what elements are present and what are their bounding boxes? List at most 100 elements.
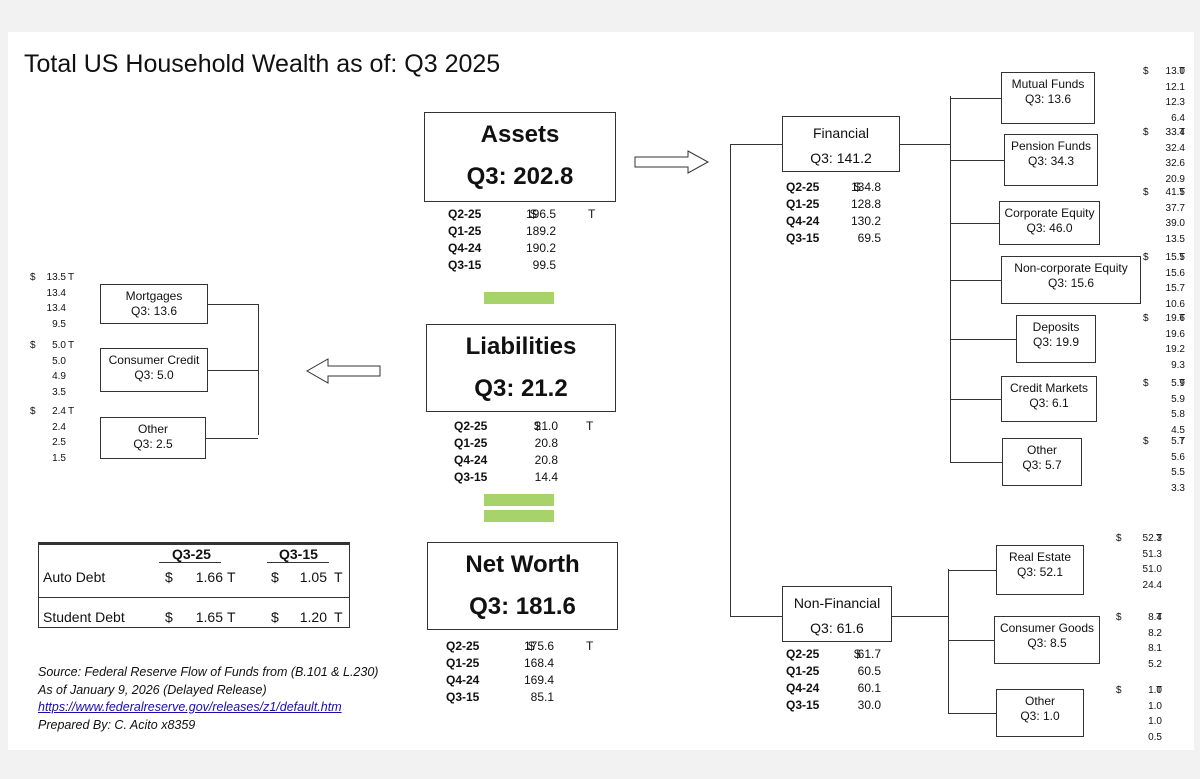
- unit-label: T: [1156, 533, 1163, 544]
- history-period: Q3-15: [448, 258, 482, 272]
- history-value: 189.2: [525, 224, 556, 238]
- sub-item-value: Q3: 13.6: [130, 304, 178, 318]
- history-value: 5.6: [1171, 451, 1185, 463]
- dollar-sign: $: [530, 207, 537, 221]
- sub-item-box: Other Q3: 2.5: [100, 417, 206, 459]
- history-period: Q2-25: [454, 419, 488, 433]
- debt-value-q3-15: 1.20: [299, 609, 327, 625]
- sub-item-label: Deposits: [1032, 320, 1080, 334]
- diagram-canvas: Total US Household Wealth as of: Q3 2025…: [8, 32, 1194, 750]
- sub-item-history: $ T 41.5 37.7 39.0 13.5: [1143, 185, 1189, 247]
- history-value: 6.4: [1171, 112, 1185, 124]
- history-value: 20.9: [1165, 173, 1185, 185]
- history-row: 0.5: [1116, 730, 1188, 746]
- history-value: 51.3: [1142, 548, 1162, 560]
- source-link[interactable]: https://www.federalreserve.gov/releases/…: [38, 700, 342, 714]
- left-arrow-icon: [306, 358, 381, 384]
- unit-label: T: [334, 609, 343, 625]
- debt-value-q3-15: 1.05: [299, 569, 327, 585]
- history-value: 85.1: [530, 690, 554, 704]
- financial-history: Q2-25 $134.8 Q1-25 128.8 Q4-24 130.2 Q3-15 69.5: [786, 179, 896, 247]
- sub-item-value: Q3: 5.7: [1022, 458, 1062, 472]
- history-period: Q3-15: [786, 231, 820, 245]
- history-row: 3.3: [1143, 481, 1189, 497]
- branch-connector: [208, 370, 258, 371]
- history-period: Q1-25: [454, 436, 488, 450]
- history-row: 2.4: [30, 420, 86, 436]
- history-value: 5.9: [1171, 393, 1185, 405]
- dollar-sign: $: [1116, 685, 1122, 696]
- table-top-rule: [39, 543, 349, 545]
- history-value: 5.9: [1171, 378, 1185, 389]
- history-value: 12.1: [1165, 81, 1185, 93]
- history-row: Q4-24 20.8: [454, 452, 594, 469]
- history-row: 32.6: [1143, 156, 1189, 172]
- connector-financial: [730, 144, 782, 145]
- history-row: Q3-15 69.5: [786, 230, 896, 247]
- unit-label: T: [68, 406, 75, 417]
- sub-item-history: $ T 15.5 15.6 15.7 10.6: [1143, 250, 1189, 312]
- history-row: Q2-25 $61.7: [786, 646, 896, 663]
- sub-item-box: Deposits Q3: 19.9: [1016, 315, 1096, 363]
- sub-item-box: Other Q3: 1.0: [996, 689, 1084, 737]
- history-period: Q2-25: [786, 180, 820, 194]
- sub-item-history: $ T 1.0 1.0 1.0 0.5: [1116, 683, 1188, 745]
- history-value: 134.8: [850, 180, 881, 194]
- as-of-line: As of January 9, 2026 (Delayed Release): [38, 682, 267, 697]
- history-period: Q4-24: [786, 214, 820, 228]
- sub-item-label: Consumer Goods: [999, 621, 1095, 635]
- dollar-sign: $: [165, 569, 173, 585]
- dollar-sign: $: [30, 406, 36, 417]
- history-row: Q4-24 169.4: [446, 672, 596, 689]
- history-value: 15.6: [1165, 267, 1185, 279]
- net-worth-box: Net Worth Q3: 181.6: [427, 542, 618, 630]
- history-row: 15.6: [1143, 266, 1189, 282]
- history-value: 15.7: [1165, 283, 1185, 294]
- history-value: 9.5: [52, 318, 66, 330]
- history-row: 15.7: [1143, 281, 1189, 297]
- history-value: 2.4: [52, 406, 66, 417]
- asset-split-connector: [730, 144, 731, 616]
- branch-connector: [948, 713, 996, 714]
- dollar-sign: $: [271, 569, 279, 585]
- dollar-sign: $: [1143, 127, 1149, 138]
- dollar-sign: $: [854, 180, 861, 194]
- history-value: 5.0: [52, 340, 66, 351]
- history-value: 8.4: [1148, 612, 1162, 623]
- branch-connector: [948, 570, 996, 571]
- history-row: 5.8: [1143, 407, 1189, 423]
- sub-item-label: Other: [137, 422, 168, 436]
- history-period: Q2-25: [786, 647, 820, 661]
- history-value: 19.6: [1165, 328, 1185, 340]
- unit-label: T: [586, 419, 594, 433]
- sub-item-value: Q3: 6.1: [1029, 396, 1069, 410]
- equals-bar-bottom: [484, 510, 554, 522]
- history-period: Q1-25: [786, 664, 820, 678]
- history-period: Q3-15: [446, 690, 480, 704]
- history-period: Q4-24: [448, 241, 482, 255]
- page-title: Total US Household Wealth as of: Q3 2025: [24, 50, 501, 78]
- history-value: 175.6: [523, 639, 554, 653]
- history-row: Q2-25 $134.8: [786, 179, 896, 196]
- sub-item-label: Pension Funds: [1010, 139, 1092, 153]
- unit-label: T: [1179, 378, 1186, 389]
- history-period: Q3-15: [454, 470, 488, 484]
- unit-label: T: [1179, 187, 1186, 198]
- dollar-sign: $: [1143, 252, 1149, 263]
- assets-box: Assets Q3: 202.8: [424, 112, 616, 202]
- history-row: Q2-25 $196.5 T: [448, 206, 598, 223]
- history-row: $ T 33.4: [1143, 125, 1189, 141]
- sub-item-box: Corporate Equity Q3: 46.0: [999, 201, 1100, 245]
- history-value: 99.5: [532, 258, 556, 272]
- history-row: 8.1: [1116, 641, 1188, 657]
- branch-connector: [948, 640, 994, 641]
- history-value: 1.0: [1148, 700, 1162, 712]
- sub-item-label: Mutual Funds: [1011, 77, 1085, 91]
- dollar-sign: $: [528, 639, 535, 653]
- history-row: Q1-25 168.4: [446, 655, 596, 672]
- history-value: 1.5: [52, 452, 66, 464]
- branch-connector: [950, 160, 1004, 161]
- minus-bar: [484, 292, 554, 304]
- history-value: 69.5: [857, 231, 881, 245]
- branch-connector: [950, 399, 1001, 400]
